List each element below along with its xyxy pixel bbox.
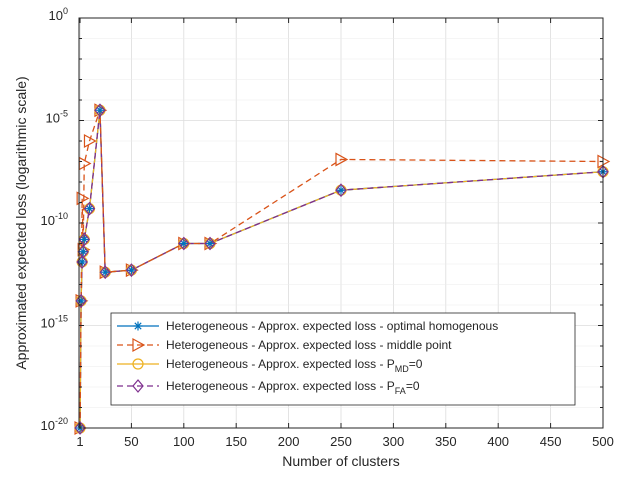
y-tick-label: 10-15	[41, 314, 68, 331]
x-tick-label: 400	[487, 434, 509, 449]
data-point-middle	[83, 133, 97, 149]
data-point-optimal	[79, 234, 89, 244]
data-point-pfa	[178, 236, 190, 251]
y-tick-label: 10-20	[41, 416, 68, 433]
data-point-pfa	[99, 265, 111, 280]
data-point-optimal	[84, 204, 94, 214]
y-tick-exponent: -15	[55, 314, 68, 324]
x-tick-label: 1	[76, 434, 83, 449]
legend: Heterogeneous - Approx. expected loss - …	[110, 312, 576, 406]
series-markers-pfa	[74, 103, 609, 435]
data-point-optimal	[126, 265, 136, 275]
y-tick-base: 10	[49, 8, 63, 23]
data-point-pfa	[78, 232, 91, 247]
x-tick-label: 150	[225, 434, 247, 449]
y-tick-base: 10	[41, 418, 55, 433]
legend-label-optimal: Heterogeneous - Approx. expected loss - …	[166, 319, 498, 333]
x-tick-label: 100	[173, 434, 195, 449]
data-point-optimal	[100, 267, 110, 277]
legend-label-middle: Heterogeneous - Approx. expected loss - …	[166, 338, 452, 352]
x-tick-label: 350	[435, 434, 457, 449]
x-tick-label: 250	[330, 434, 352, 449]
x-tick-labels: 1 50 100 150 200 250 300 350 400 450 500	[76, 434, 613, 449]
data-point-pfa	[77, 244, 89, 259]
data-point-pfa	[75, 293, 87, 308]
data-point-pfa	[74, 421, 86, 435]
data-point-middle	[335, 152, 349, 167]
legend-label-subscript: FA	[395, 386, 406, 396]
data-point-middle	[76, 191, 90, 206]
data-point-pfa	[125, 263, 138, 278]
data-point-pfa	[335, 183, 347, 198]
x-axis-label: Number of clusters	[282, 453, 399, 469]
legend-label-main: Heterogeneous - Approx. expected loss - …	[166, 357, 395, 371]
legend-label-subscript: MD	[395, 364, 409, 374]
legend-label-tail: =0	[406, 379, 420, 393]
y-tick-base: 10	[46, 111, 60, 126]
y-tick-label: 10-10	[41, 211, 68, 228]
legend-label-tail: =0	[409, 357, 423, 371]
x-tick-label: 500	[592, 434, 614, 449]
data-point-optimal	[78, 247, 88, 257]
legend-box	[110, 312, 576, 406]
legend-marker-optimal	[133, 321, 143, 331]
legend-marker-middle	[132, 337, 146, 353]
legend-marker-pmd	[132, 358, 144, 370]
y-tick-exponent: -5	[60, 109, 68, 119]
legend-label-pfa: Heterogeneous - Approx. expected loss - …	[166, 379, 420, 396]
data-point-pfa	[83, 201, 96, 216]
data-point-optimal	[336, 185, 346, 195]
x-tick-label: 450	[540, 434, 562, 449]
x-tick-label: 50	[124, 434, 138, 449]
y-tick-base: 10	[41, 316, 55, 331]
data-point-pfa	[204, 236, 216, 251]
legend-marker-pfa	[132, 379, 144, 393]
x-tick-label: 300	[383, 434, 405, 449]
y-tick-base: 10	[41, 213, 55, 228]
y-tick-exponent: -10	[55, 211, 68, 221]
y-tick-label: 100	[49, 6, 68, 23]
y-tick-exponent: 0	[63, 6, 68, 16]
y-axis-label: Approximated expected loss (logarithmic …	[13, 76, 29, 369]
y-tick-exponent: -20	[55, 416, 68, 426]
data-point-optimal	[205, 239, 215, 248]
y-tick-label: 10-5	[46, 109, 68, 126]
legend-label-text: Heterogeneous - Approx. expected loss - …	[166, 319, 498, 333]
data-point-optimal	[179, 239, 189, 248]
tick-marks	[79, 17, 604, 429]
legend-label-text: Heterogeneous - Approx. expected loss - …	[166, 338, 452, 352]
x-tick-label: 200	[278, 434, 300, 449]
data-point-pfa	[94, 103, 106, 118]
legend-label-main: Heterogeneous - Approx. expected loss - …	[166, 379, 395, 393]
data-point-optimal	[95, 105, 105, 115]
legend-label-pmd: Heterogeneous - Approx. expected loss - …	[166, 357, 423, 374]
